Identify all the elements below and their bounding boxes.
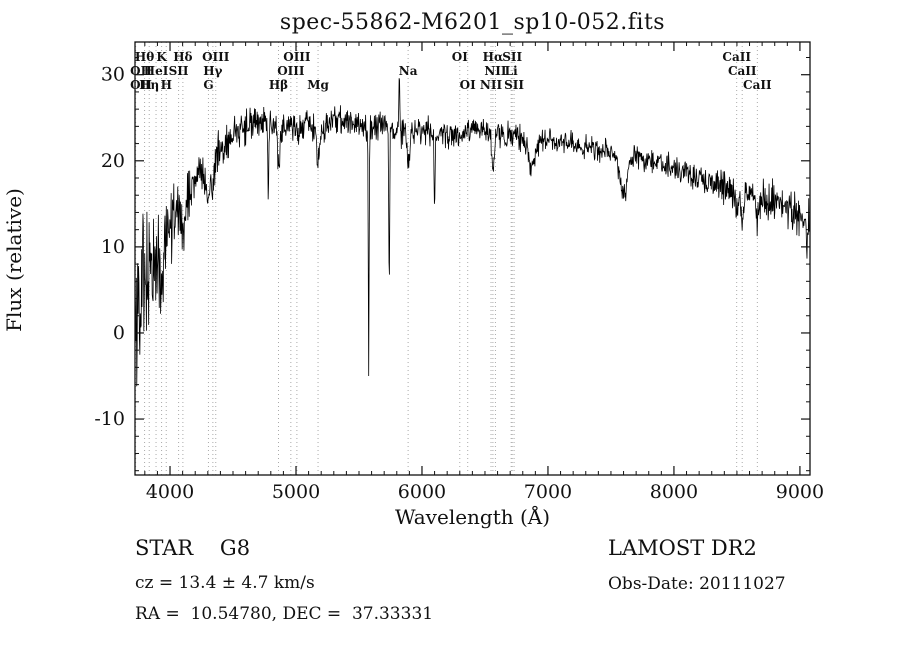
- svg-text:8000: 8000: [650, 481, 698, 503]
- svg-text:OII: OII: [130, 64, 152, 78]
- svg-text:6000: 6000: [398, 481, 446, 503]
- svg-text:NII: NII: [484, 64, 507, 78]
- svg-text:Hθ: Hθ: [135, 50, 154, 64]
- svg-text:-10: -10: [94, 408, 125, 430]
- classification-text: STAR G8: [135, 536, 251, 560]
- svg-text:SII: SII: [504, 78, 524, 92]
- svg-text:4000: 4000: [146, 481, 194, 503]
- svg-text:K: K: [156, 50, 167, 64]
- svg-text:Hδ: Hδ: [173, 50, 192, 64]
- svg-text:30: 30: [101, 64, 125, 86]
- svg-text:Hγ: Hγ: [203, 64, 222, 78]
- svg-text:NII: NII: [480, 78, 503, 92]
- svg-text:SII: SII: [169, 64, 189, 78]
- svg-text:5000: 5000: [272, 481, 320, 503]
- svg-text:Li: Li: [505, 64, 518, 78]
- svg-text:Hα: Hα: [483, 50, 504, 64]
- svg-text:OI: OI: [452, 50, 468, 64]
- svg-text:0: 0: [113, 322, 125, 344]
- svg-text:CaII: CaII: [722, 50, 751, 64]
- svg-text:HeI: HeI: [144, 64, 169, 78]
- svg-text:OI: OI: [460, 78, 476, 92]
- svg-text:9000: 9000: [776, 481, 824, 503]
- svg-text:G: G: [203, 78, 213, 92]
- svg-text:7000: 7000: [524, 481, 572, 503]
- svg-text:OIII: OIII: [277, 64, 305, 78]
- x-axis-label: Wavelength (Å): [394, 505, 551, 529]
- radec-text: RA = 10.54780, DEC = 37.33331: [135, 604, 434, 624]
- svg-text:OIII: OIII: [283, 50, 311, 64]
- svg-text:20: 20: [101, 150, 125, 172]
- cz-text: cz = 13.4 ± 4.7 km/s: [135, 573, 315, 593]
- survey-text: LAMOST DR2: [608, 536, 757, 560]
- svg-text:H: H: [161, 78, 172, 92]
- svg-text:OII: OII: [130, 78, 152, 92]
- svg-text:OIII: OIII: [202, 50, 230, 64]
- svg-text:Mg: Mg: [307, 78, 329, 92]
- svg-text:Hβ: Hβ: [269, 78, 288, 92]
- plot-title: spec-55862-M6201_sp10-052.fits: [279, 10, 666, 35]
- svg-text:Hη: Hη: [139, 78, 159, 92]
- svg-text:CaII: CaII: [743, 78, 772, 92]
- svg-text:Na: Na: [399, 64, 418, 78]
- svg-text:10: 10: [101, 236, 125, 258]
- svg-text:SII: SII: [502, 50, 522, 64]
- obs-date-text: Obs-Date: 20111027: [608, 574, 786, 594]
- svg-text:CaII: CaII: [728, 64, 757, 78]
